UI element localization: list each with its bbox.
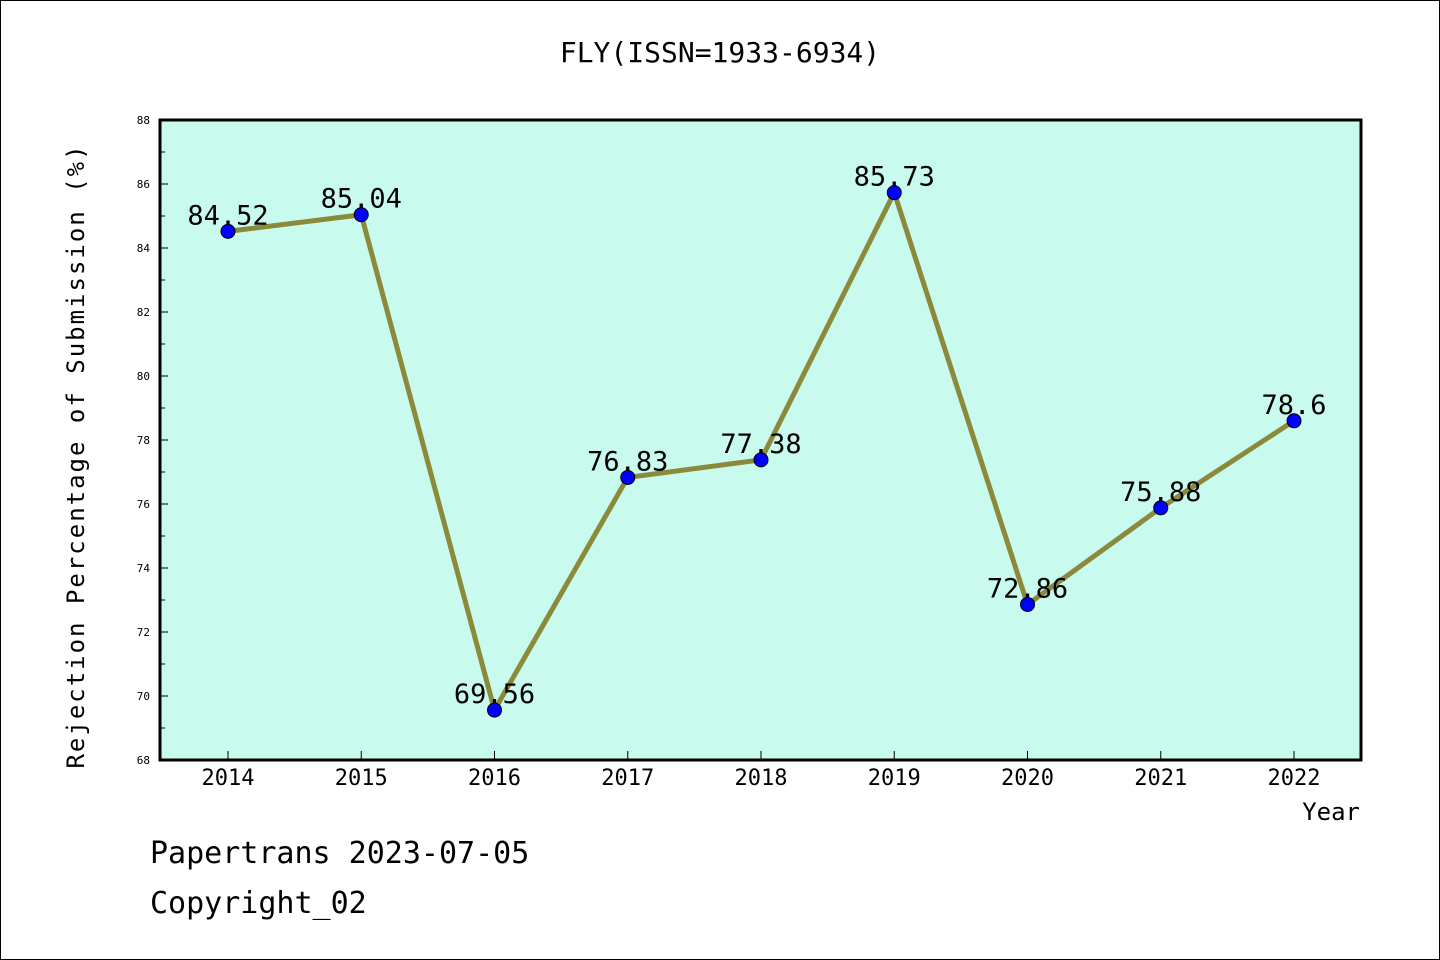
data-label: 75.88 [1120, 477, 1201, 508]
data-point [1286, 413, 1302, 429]
data-point [220, 223, 236, 239]
y-tick-label: 82 [137, 306, 150, 319]
data-label: 85.73 [854, 162, 935, 193]
y-tick-label: 74 [137, 562, 151, 575]
data-label: 84.52 [187, 200, 268, 231]
data-label: 85.04 [321, 184, 402, 215]
y-tick-label: 72 [137, 626, 150, 639]
y-tick-label: 76 [137, 498, 150, 511]
data-point [353, 207, 369, 223]
x-tick-label: 2018 [735, 766, 788, 791]
series-group: 84.52 85.04 69.56 76.83 77.38 85.73 72.86 75.88… [187, 162, 1327, 718]
data-point [753, 452, 769, 468]
x-tick-label: 2021 [1134, 766, 1187, 791]
data-point [487, 702, 502, 718]
plot-area [158, 118, 1363, 762]
footer-copyright: Copyright_02 [150, 886, 367, 921]
footer-date: Papertrans 2023-07-05 [150, 836, 530, 871]
y-tick-label: 88 [137, 114, 150, 127]
x-tick-label: 2020 [1001, 766, 1054, 791]
y-tick-label: 70 [137, 690, 150, 703]
x-tick-label: 2017 [601, 766, 654, 791]
data-label: 69.56 [454, 679, 535, 710]
y-tick-label: 68 [137, 754, 150, 767]
x-axis-label: Year [1302, 798, 1360, 826]
chart-title: FLY(ISSN=1933-6934) [559, 36, 881, 69]
y-tick-label: 78 [137, 434, 150, 447]
data-point [1153, 500, 1169, 516]
y-tick-label: 80 [137, 370, 150, 383]
x-tick-label: 2019 [868, 766, 921, 791]
x-tick-label: 2014 [202, 766, 255, 791]
data-label: 72.86 [987, 573, 1068, 604]
data-label: 78.6 [1261, 390, 1326, 421]
data-label: 76.83 [587, 446, 668, 477]
y-axis: 68 70 72 74 76 78 80 82 84 86 88 [137, 114, 168, 767]
x-tick-label: 2015 [335, 766, 388, 791]
x-tick-label: 2022 [1268, 766, 1321, 791]
y-axis-label: Rejection Percentage of Submission (%) [62, 143, 90, 768]
data-label: 77.38 [720, 429, 801, 460]
x-axis: 2014 2015 2016 2017 2018 2019 2020 2021 2022 [202, 751, 1321, 791]
data-point [886, 185, 902, 201]
data-point [1020, 596, 1035, 612]
y-tick-label: 84 [137, 242, 151, 255]
data-point [620, 469, 636, 485]
x-tick-label: 2016 [468, 766, 521, 791]
y-tick-label: 86 [137, 178, 150, 191]
